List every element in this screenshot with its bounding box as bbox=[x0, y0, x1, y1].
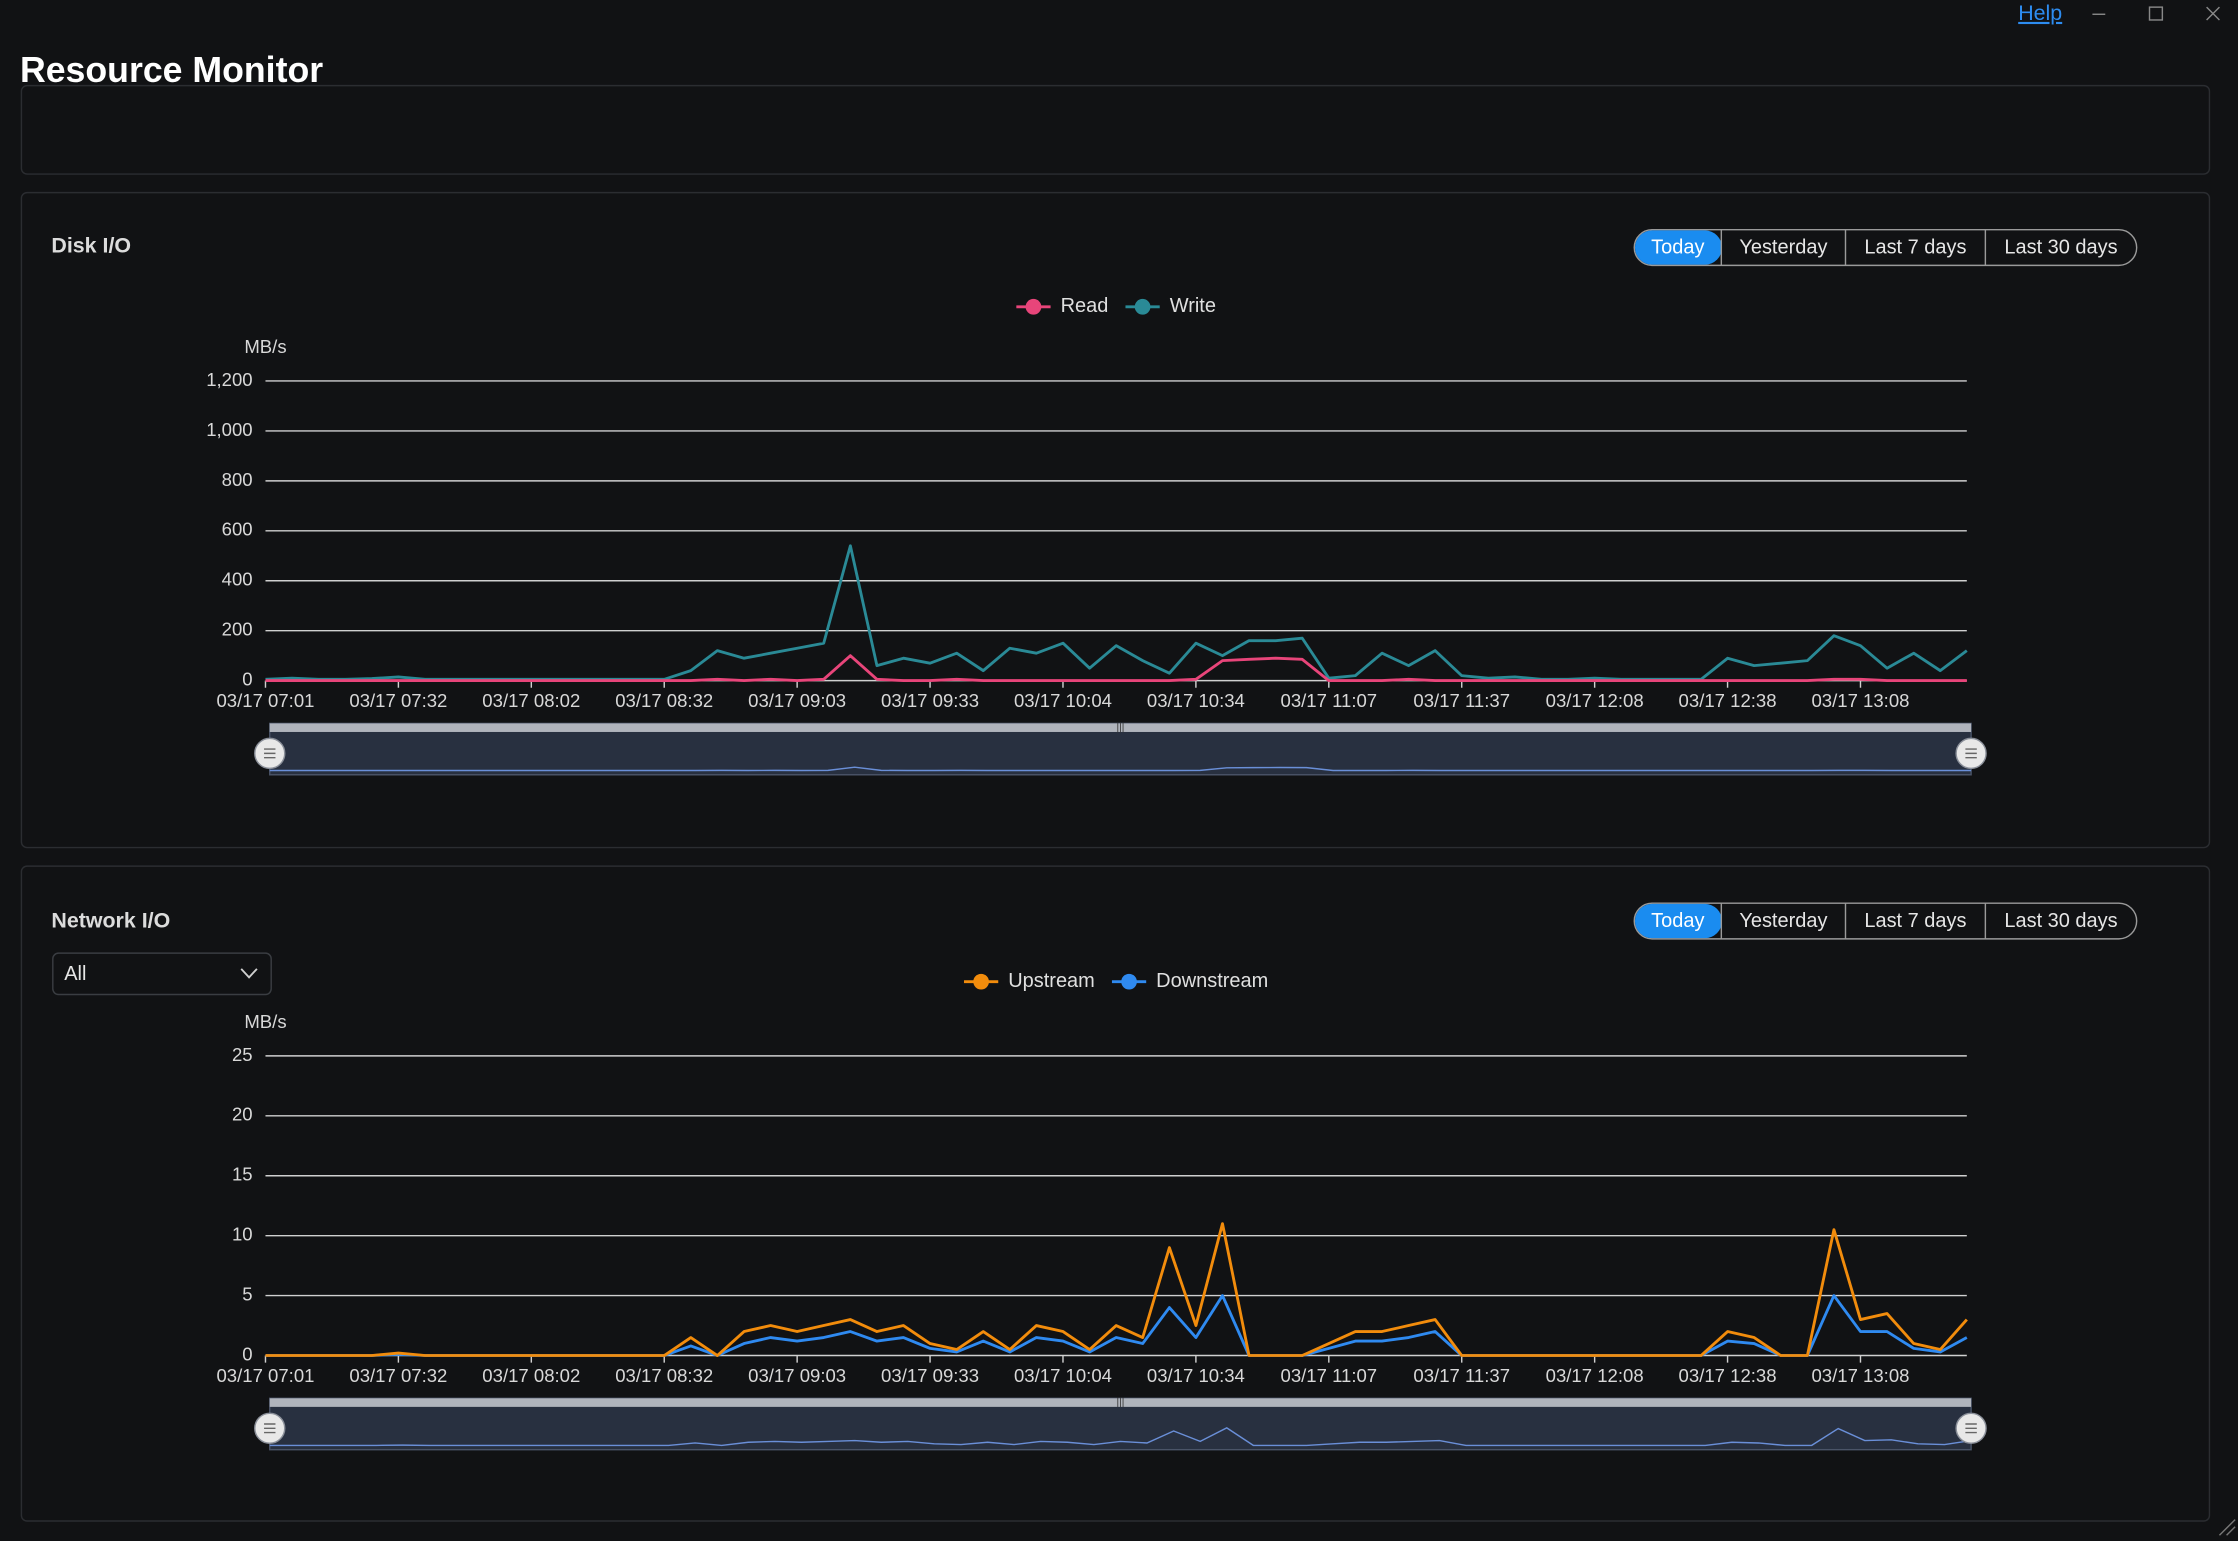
x-tick-label: 03/17 10:34 bbox=[1147, 1365, 1245, 1386]
top-panel bbox=[20, 84, 2211, 175]
x-tick-label: 03/17 08:02 bbox=[482, 690, 580, 711]
app-title: Resource Monitor bbox=[20, 50, 323, 90]
x-tick-label: 03/17 11:37 bbox=[1413, 690, 1510, 711]
x-tick-label: 03/17 11:07 bbox=[1281, 690, 1378, 711]
range-selector: Today Yesterday Last 7 days Last 30 days bbox=[1633, 229, 2138, 267]
x-tick-label: 03/17 12:08 bbox=[1546, 1365, 1644, 1386]
x-tick-label: 03/17 13:08 bbox=[1811, 690, 1909, 711]
x-tick-label: 03/17 09:33 bbox=[881, 690, 979, 711]
range-button[interactable]: Last 7 days bbox=[1864, 237, 1966, 259]
x-tick-label: 03/17 11:37 bbox=[1413, 1365, 1510, 1386]
legend-item[interactable]: Write bbox=[1125, 295, 1216, 317]
x-tick-label: 03/17 08:32 bbox=[615, 690, 713, 711]
x-tick-label: 03/17 10:34 bbox=[1147, 690, 1245, 711]
legend-marker bbox=[1121, 973, 1137, 990]
x-tick-label: 03/17 07:01 bbox=[216, 1365, 314, 1386]
y-tick-label: 25 bbox=[232, 1044, 253, 1065]
x-tick-label: 03/17 12:38 bbox=[1679, 690, 1777, 711]
zoom-grip[interactable]: ||| bbox=[1117, 722, 1125, 733]
legend-label: Upstream bbox=[1008, 970, 1095, 992]
x-tick-label: 03/17 07:32 bbox=[349, 690, 447, 711]
y-tick-label: 5 bbox=[242, 1283, 252, 1304]
zoom-bar[interactable] bbox=[269, 723, 1972, 732]
legend-marker bbox=[1134, 298, 1151, 315]
range-button[interactable]: Today bbox=[1651, 237, 1704, 259]
range-button[interactable]: Yesterday bbox=[1739, 237, 1827, 259]
y-tick-label: 800 bbox=[222, 469, 253, 490]
y-tick-label: 10 bbox=[232, 1224, 253, 1245]
y-tick-label: 200 bbox=[222, 619, 253, 640]
zoom-handle-lines bbox=[1965, 748, 1977, 759]
range-button[interactable]: Last 30 days bbox=[2004, 910, 2117, 932]
network-panel bbox=[20, 865, 2211, 1522]
zoom-handle-lines bbox=[1965, 1423, 1977, 1434]
range-button[interactable]: Yesterday bbox=[1739, 910, 1827, 932]
legend-item[interactable]: Downstream bbox=[1111, 970, 1268, 992]
range-button[interactable]: Today bbox=[1651, 910, 1704, 932]
panel-title: Disk I/O bbox=[51, 234, 131, 258]
legend-label: Downstream bbox=[1156, 970, 1268, 992]
legend-label: Read bbox=[1061, 295, 1109, 317]
x-tick-label: 03/17 10:04 bbox=[1014, 690, 1112, 711]
x-tick-label: 03/17 13:08 bbox=[1811, 1365, 1909, 1386]
y-axis-label: MB/s bbox=[244, 1011, 286, 1032]
legend: Upstream Downstream bbox=[963, 970, 1268, 992]
resize-grip bbox=[2218, 1519, 2236, 1536]
legend-label: Write bbox=[1170, 295, 1216, 317]
y-tick-label: 15 bbox=[232, 1164, 253, 1185]
zoom-grip[interactable]: ||| bbox=[1117, 1397, 1125, 1408]
overview-line bbox=[269, 766, 1972, 772]
y-tick-label: 600 bbox=[222, 519, 253, 540]
range-selector: Today Yesterday Last 7 days Last 30 days bbox=[1633, 902, 2138, 940]
y-axis-label: MB/s bbox=[244, 336, 286, 357]
filter-dropdown[interactable]: All bbox=[52, 952, 272, 996]
x-tick-label: 03/17 08:02 bbox=[482, 1365, 580, 1386]
x-tick-label: 03/17 09:03 bbox=[748, 690, 846, 711]
x-tick-label: 03/17 07:01 bbox=[216, 690, 314, 711]
zoom-handle-lines bbox=[264, 748, 276, 759]
legend-item[interactable]: Read bbox=[1016, 295, 1108, 317]
y-tick-label: 0 bbox=[242, 1343, 252, 1364]
overview-line bbox=[269, 1427, 1972, 1447]
zoom-handle[interactable] bbox=[1955, 1412, 1987, 1444]
range-button[interactable]: Last 7 days bbox=[1864, 910, 1966, 932]
range-selector-frame bbox=[1633, 229, 2138, 267]
zoom-handle-lines bbox=[264, 1423, 276, 1434]
help-link[interactable]: Help bbox=[2018, 1, 2062, 25]
zoom-handle[interactable] bbox=[1955, 737, 1987, 770]
maximize-button[interactable] bbox=[2148, 6, 2164, 21]
panel-title: Network I/O bbox=[51, 908, 170, 932]
x-tick-label: 03/17 12:38 bbox=[1679, 1365, 1777, 1386]
x-tick-label: 03/17 07:32 bbox=[349, 1365, 447, 1386]
close-button[interactable] bbox=[2206, 6, 2220, 21]
x-tick-label: 03/17 09:33 bbox=[881, 1365, 979, 1386]
range-button-active[interactable] bbox=[1634, 903, 1723, 939]
legend-marker bbox=[1025, 298, 1042, 315]
range-button[interactable]: Last 30 days bbox=[2004, 237, 2117, 259]
zoom-handle[interactable] bbox=[254, 737, 286, 770]
disk-panel bbox=[20, 191, 2211, 849]
legend-item[interactable]: Upstream bbox=[963, 970, 1095, 992]
x-tick-label: 03/17 11:07 bbox=[1281, 1365, 1378, 1386]
legend: Read Write bbox=[1016, 295, 1216, 317]
zoom-handle[interactable] bbox=[254, 1412, 286, 1444]
y-tick-label: 20 bbox=[232, 1104, 253, 1125]
y-tick-label: 1,000 bbox=[206, 419, 252, 440]
range-selector-frame bbox=[1633, 902, 2138, 940]
x-tick-label: 03/17 12:08 bbox=[1546, 690, 1644, 711]
y-tick-label: 1,200 bbox=[206, 369, 252, 390]
x-tick-label: 03/17 09:03 bbox=[748, 1365, 846, 1386]
legend-marker bbox=[973, 973, 989, 990]
y-tick-label: 400 bbox=[222, 569, 253, 590]
y-tick-label: 0 bbox=[242, 669, 252, 690]
x-tick-label: 03/17 08:32 bbox=[615, 1365, 713, 1386]
x-tick-label: 03/17 10:04 bbox=[1014, 1365, 1112, 1386]
zoom-bar[interactable] bbox=[269, 1398, 1972, 1407]
series-line bbox=[265, 654, 1967, 683]
range-button-active[interactable] bbox=[1634, 230, 1723, 265]
filter-value: All bbox=[64, 963, 86, 985]
series-line bbox=[265, 1222, 1968, 1357]
